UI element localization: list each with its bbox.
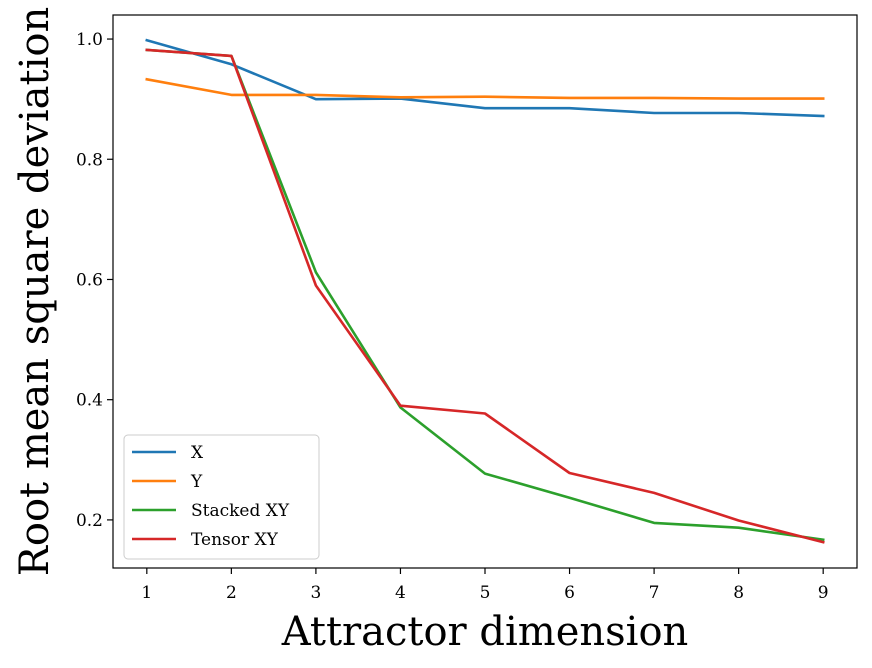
y-tick-label: 1.0 — [76, 30, 103, 50]
y-axis-label: Root mean square deviation — [12, 7, 58, 576]
series-layer — [145, 38, 825, 544]
y-axis-ticks: 0.2 0.4 0.6 0.8 1.0 — [76, 30, 113, 531]
series-line-4 — [145, 48, 825, 544]
legend: XY Stacked XY Tensor XY — [123, 434, 320, 560]
y-tick-label: 0.2 — [76, 511, 103, 531]
legend-entry-label: Y — [190, 472, 203, 492]
y-tick-label: 0.8 — [76, 150, 103, 170]
y-tick-label: 0.4 — [76, 391, 103, 411]
legend-entry-label: Stacked XY — [191, 501, 290, 521]
series-line-3 — [145, 48, 825, 542]
x-tick-label: 7 — [649, 583, 660, 603]
y-tick-label: 0.6 — [76, 270, 103, 290]
x-tick-label: 4 — [395, 583, 406, 603]
legend-entry-label: Tensor XY — [191, 530, 279, 550]
x-tick-label: 3 — [310, 583, 321, 603]
x-axis-label: Attractor dimension — [281, 609, 689, 655]
x-tick-label: 9 — [818, 583, 829, 603]
x-tick-label: 5 — [480, 583, 491, 603]
series-line-2 — [145, 77, 825, 100]
legend-box — [123, 434, 320, 560]
x-tick-label: 6 — [564, 583, 575, 603]
legend-entry-label: X — [191, 443, 204, 463]
series-line-1 — [145, 38, 825, 118]
x-axis-ticks: 1 2 3 4 5 6 7 8 9 — [141, 568, 829, 603]
x-tick-label: 2 — [226, 583, 237, 603]
x-tick-label: 8 — [733, 583, 744, 603]
x-tick-label: 1 — [141, 583, 152, 603]
